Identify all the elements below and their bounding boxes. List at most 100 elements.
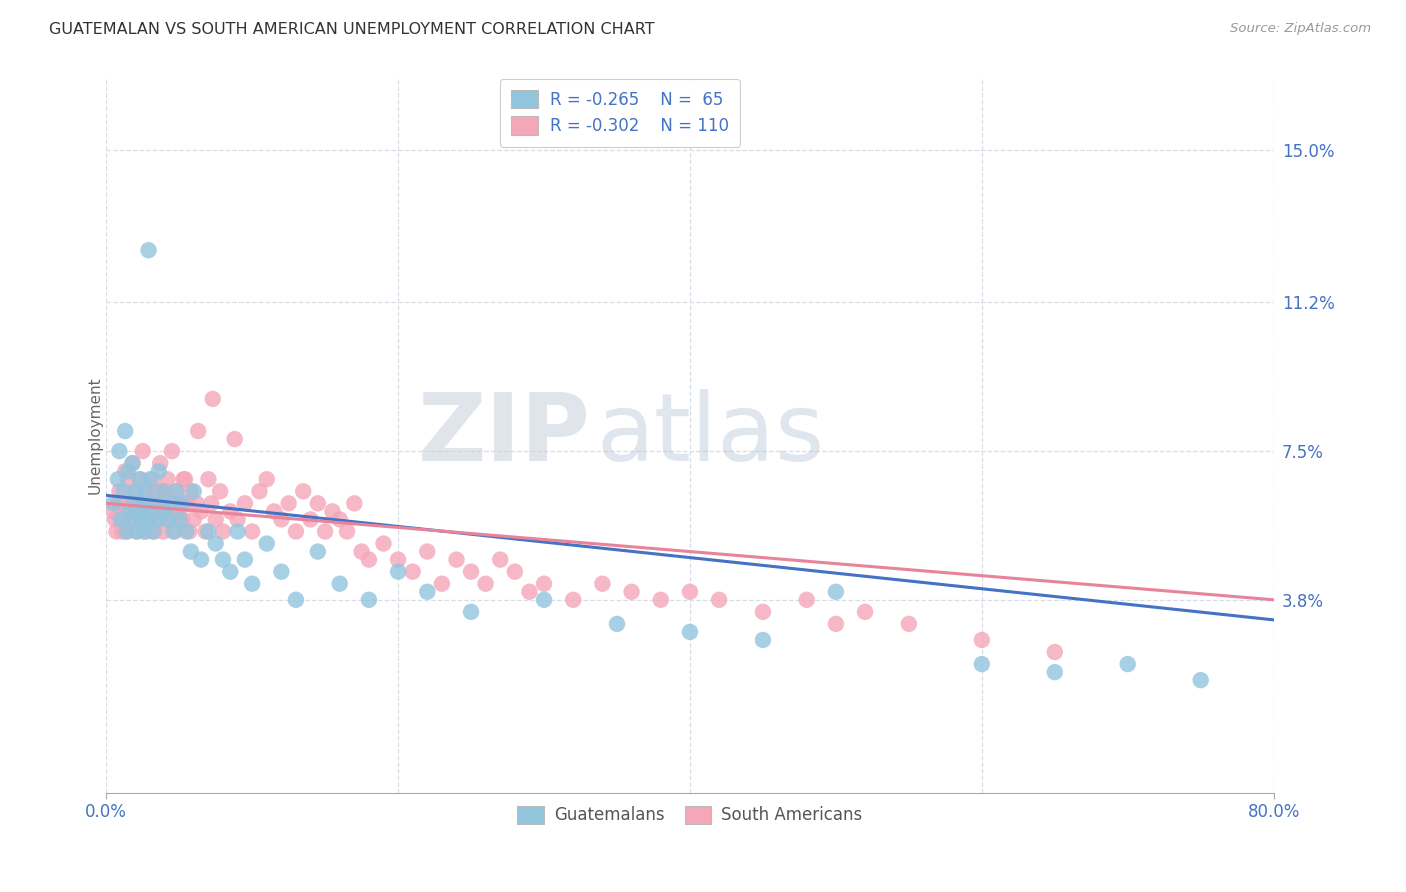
Point (620, 584, 643, 599)
Point (136, 484, 159, 499)
Point (156, 472, 179, 486)
Point (143, 524, 166, 539)
Point (132, 496, 155, 510)
Point (122, 496, 145, 510)
Point (160, 444, 183, 458)
Point (135, 524, 157, 539)
Point (897, 616, 920, 631)
Point (519, 584, 541, 599)
Point (226, 512, 249, 526)
Point (430, 576, 453, 591)
Point (270, 512, 292, 526)
Text: Source: ZipAtlas.com: Source: ZipAtlas.com (1230, 22, 1371, 36)
Point (180, 484, 202, 499)
Point (186, 496, 208, 510)
Point (149, 456, 172, 470)
Point (357, 592, 380, 607)
Point (183, 484, 205, 499)
Point (329, 576, 352, 591)
Point (159, 512, 181, 526)
Point (124, 484, 146, 499)
Point (606, 616, 628, 631)
Point (112, 512, 135, 526)
Point (177, 496, 200, 510)
Point (165, 484, 187, 499)
Point (562, 592, 585, 607)
Point (533, 576, 555, 591)
Point (148, 512, 170, 526)
Point (179, 524, 201, 539)
Point (533, 592, 555, 607)
Point (446, 552, 468, 566)
Point (240, 524, 263, 539)
Point (118, 504, 141, 518)
Legend: Guatemalans, South Americans: Guatemalans, South Americans (508, 796, 873, 834)
Point (284, 524, 307, 539)
Point (402, 565, 425, 579)
Point (103, 496, 125, 510)
Point (679, 624, 702, 639)
Point (387, 565, 409, 579)
Point (111, 524, 134, 539)
Point (114, 464, 136, 478)
Point (152, 524, 174, 539)
Point (153, 484, 176, 499)
Point (194, 524, 217, 539)
Point (825, 616, 848, 631)
Point (115, 524, 138, 539)
Text: atlas: atlas (596, 389, 825, 481)
Point (108, 444, 131, 458)
Point (110, 512, 132, 526)
Point (1043, 645, 1066, 659)
Point (153, 504, 176, 518)
Point (141, 496, 163, 510)
Point (132, 444, 155, 458)
Point (197, 472, 219, 486)
Point (139, 512, 162, 526)
Point (197, 524, 219, 539)
Point (224, 432, 246, 446)
Point (120, 512, 142, 526)
Point (343, 496, 366, 510)
Point (460, 565, 482, 579)
Point (176, 524, 198, 539)
Point (270, 565, 292, 579)
Point (277, 496, 299, 510)
Point (970, 632, 993, 647)
Point (156, 512, 179, 526)
Point (125, 524, 148, 539)
Point (387, 552, 409, 566)
Point (163, 524, 186, 539)
Point (120, 512, 142, 526)
Point (125, 524, 148, 539)
Point (104, 512, 127, 526)
Point (136, 512, 159, 526)
Point (460, 605, 482, 619)
Point (219, 504, 242, 518)
Point (350, 544, 373, 558)
Point (187, 424, 209, 438)
Point (1116, 657, 1139, 671)
Point (796, 592, 818, 607)
Point (134, 524, 156, 539)
Point (180, 544, 202, 558)
Point (970, 657, 993, 671)
Point (299, 512, 322, 526)
Point (591, 576, 613, 591)
Point (142, 472, 165, 486)
Point (416, 584, 439, 599)
Point (219, 565, 242, 579)
Text: ZIP: ZIP (418, 389, 591, 481)
Point (172, 496, 194, 510)
Point (122, 496, 145, 510)
Point (373, 536, 395, 550)
Point (138, 244, 160, 258)
Point (212, 552, 235, 566)
Point (107, 472, 129, 486)
Point (233, 496, 256, 510)
Point (204, 512, 226, 526)
Point (162, 524, 184, 539)
Point (128, 472, 150, 486)
Point (118, 504, 141, 518)
Point (200, 496, 222, 510)
